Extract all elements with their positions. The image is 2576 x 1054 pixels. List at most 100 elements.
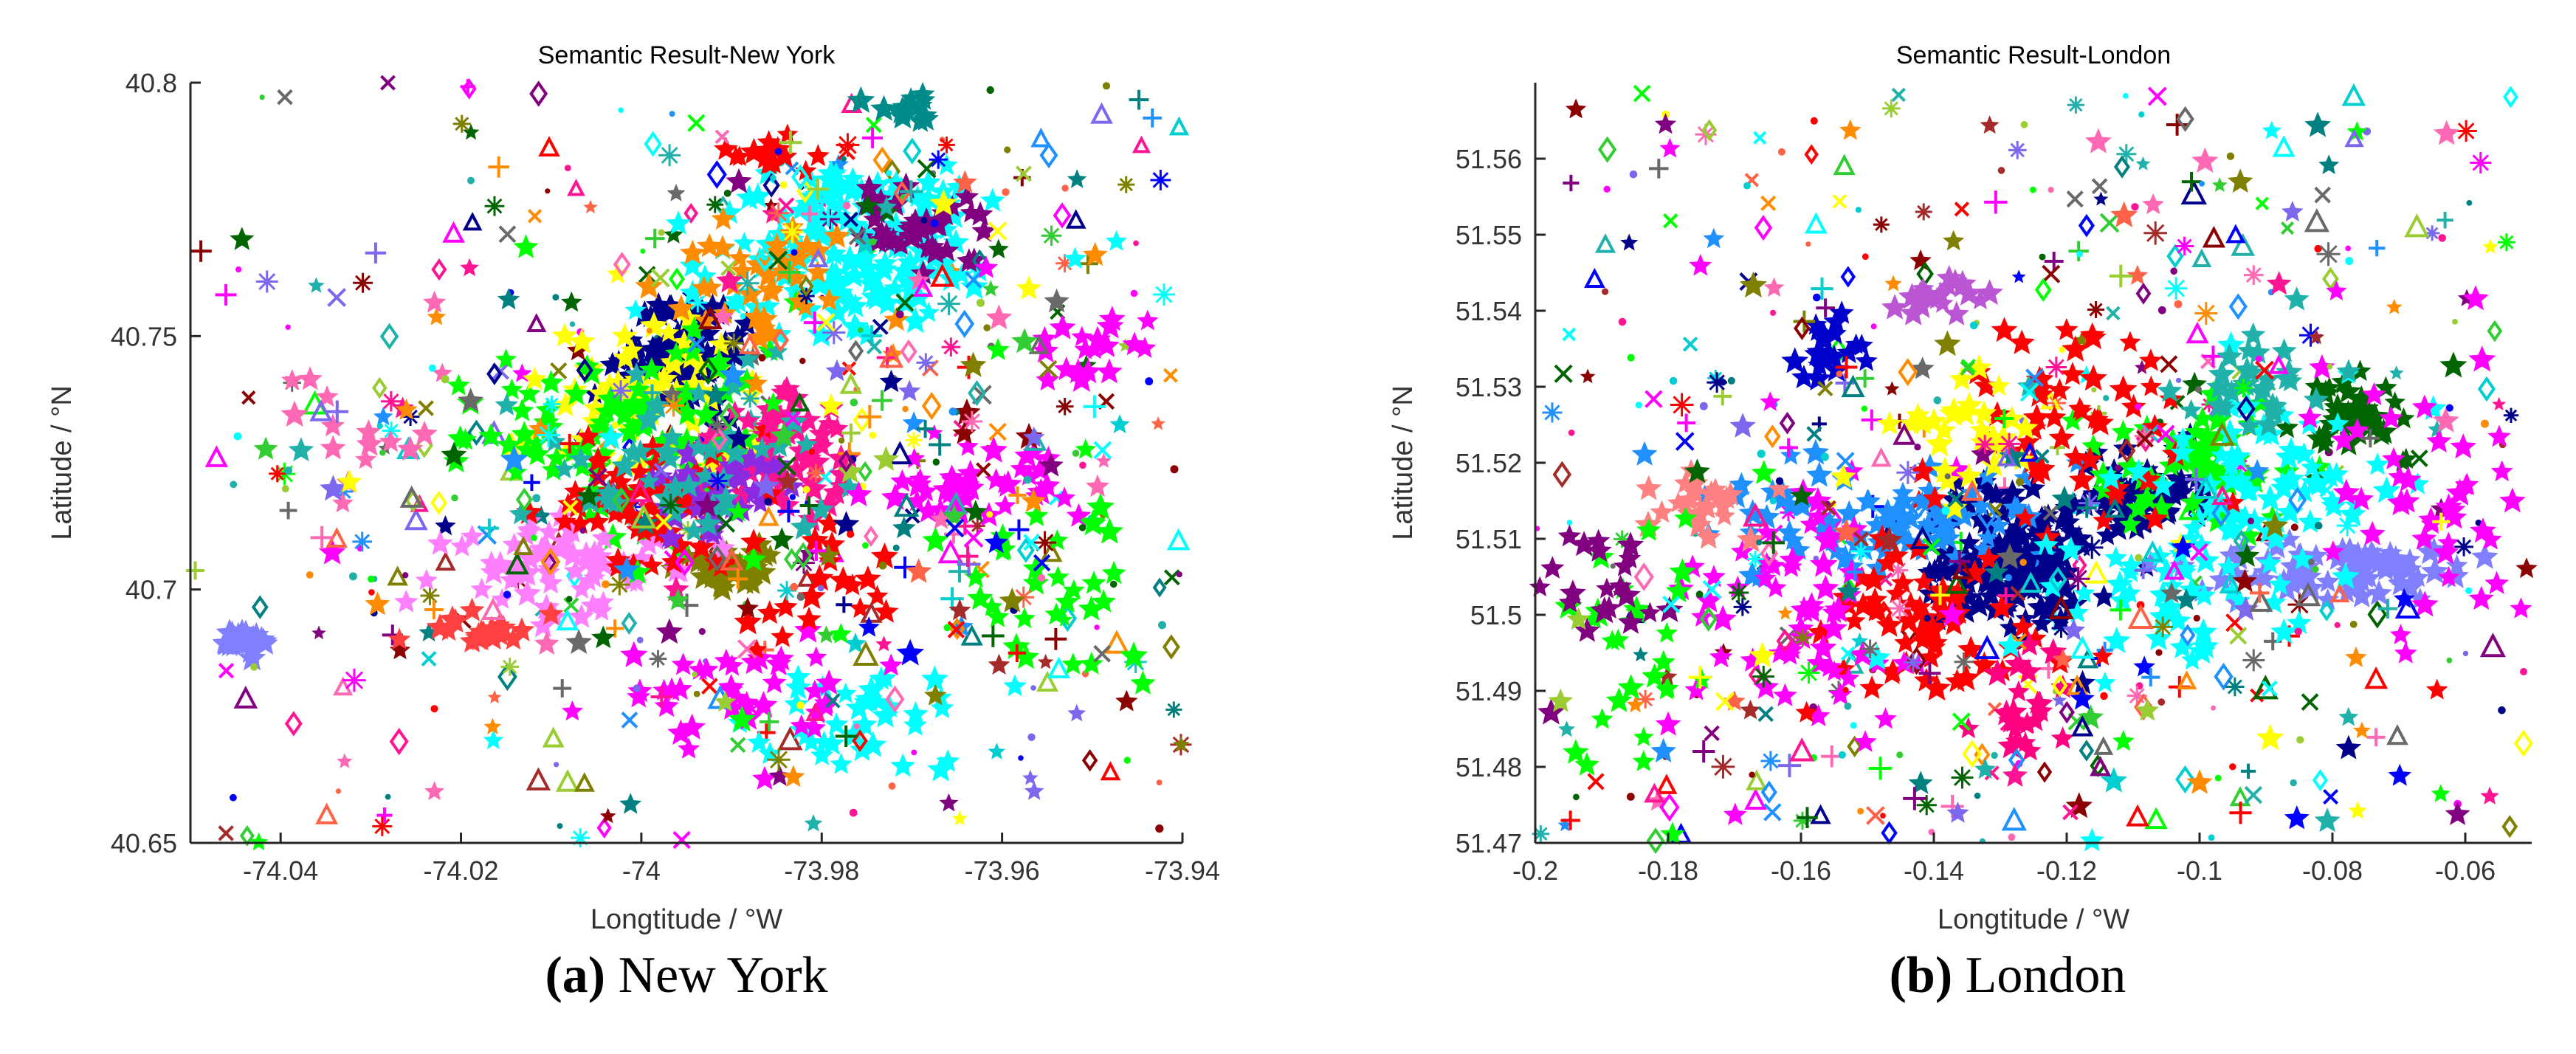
data-point [1675, 432, 1695, 451]
x-tick-label: -0.1 [2177, 855, 2222, 886]
data-point [777, 197, 795, 214]
data-point [1870, 447, 1892, 467]
data-point [903, 208, 928, 232]
data-point [2166, 114, 2188, 136]
data-point [529, 80, 548, 107]
data-point [836, 245, 864, 271]
data-point [1988, 593, 2015, 619]
data-point [2232, 458, 2250, 475]
data-point [2394, 594, 2421, 619]
data-point [422, 290, 447, 313]
data-point [2103, 395, 2110, 402]
data-point [1749, 771, 1755, 778]
data-point [934, 238, 960, 262]
data-point [1754, 215, 1773, 241]
data-point [640, 248, 646, 254]
data-point [845, 364, 853, 371]
data-point [1095, 452, 1112, 468]
data-point [2081, 434, 2105, 457]
data-point [2052, 648, 2074, 669]
data-point [879, 653, 903, 676]
data-point [866, 338, 883, 355]
data-point [2201, 396, 2217, 413]
data-point [638, 356, 664, 382]
data-point [1739, 271, 1767, 298]
data-point [1133, 240, 1139, 247]
data-point [1956, 463, 1983, 488]
data-point [935, 154, 958, 176]
data-point [327, 288, 346, 307]
data-point [1023, 534, 1040, 551]
data-point [1836, 452, 1855, 471]
data-point [2255, 411, 2282, 437]
data-point [2394, 488, 2420, 513]
data-point [1636, 689, 1655, 709]
data-point [1130, 289, 1138, 297]
data-point [2138, 348, 2163, 371]
data-point [251, 595, 269, 619]
data-point [802, 486, 810, 494]
data-point [927, 756, 954, 782]
data-point [611, 421, 619, 430]
data-point [1715, 692, 1735, 712]
data-point [418, 400, 434, 416]
data-point [1079, 461, 1086, 469]
y-tick-label: 51.54 [1456, 296, 1522, 326]
data-point [1603, 185, 1611, 193]
data-point [967, 585, 993, 610]
data-point [1597, 136, 1617, 163]
data-point [2240, 322, 2266, 346]
data-point [2070, 669, 2095, 695]
data-point [636, 636, 644, 644]
data-point [552, 323, 577, 347]
panel-new-york: -74.04 -74.02 -74 -73.98 -73.96 -73.9440.6540… [47, 41, 1220, 935]
data-point [961, 410, 983, 433]
data-point [2450, 433, 2476, 459]
data-point [2174, 588, 2198, 610]
data-point [2208, 834, 2215, 841]
data-point [2437, 565, 2460, 588]
data-point [2314, 186, 2331, 204]
data-point [740, 389, 760, 408]
data-point [2005, 574, 2012, 582]
data-point [2191, 248, 2212, 268]
data-point [825, 693, 841, 709]
data-point [1024, 503, 1049, 526]
data-point [605, 619, 624, 638]
data-point [280, 400, 309, 427]
data-point [2033, 532, 2059, 557]
data-point [837, 142, 855, 160]
data-point [982, 280, 999, 297]
data-point [755, 245, 775, 272]
data-point [2142, 474, 2158, 490]
data-point [388, 627, 411, 650]
data-point [726, 168, 752, 193]
data-point [1574, 617, 1600, 642]
data-point [1822, 356, 1850, 382]
data-point [782, 765, 805, 788]
data-point [658, 322, 680, 342]
data-point [879, 369, 903, 393]
data-point [1707, 372, 1728, 393]
data-point [1078, 596, 1105, 621]
data-point [734, 607, 762, 635]
data-point [2050, 726, 2075, 749]
data-point [2186, 321, 2209, 344]
data-point [2275, 443, 2302, 469]
data-point [2384, 391, 2405, 412]
data-point [1151, 416, 1165, 430]
data-point [335, 788, 342, 794]
data-point [2061, 408, 2084, 431]
data-point [2091, 387, 2097, 393]
data-point [2176, 377, 2182, 383]
data-point [235, 266, 242, 273]
data-point [2284, 286, 2310, 311]
data-point [2119, 331, 2141, 352]
data-point [687, 353, 712, 377]
data-point [253, 436, 278, 460]
data-point [438, 605, 466, 632]
data-point [862, 542, 869, 549]
data-point [1773, 683, 1797, 706]
data-point [2030, 186, 2036, 193]
data-point [2063, 445, 2087, 468]
